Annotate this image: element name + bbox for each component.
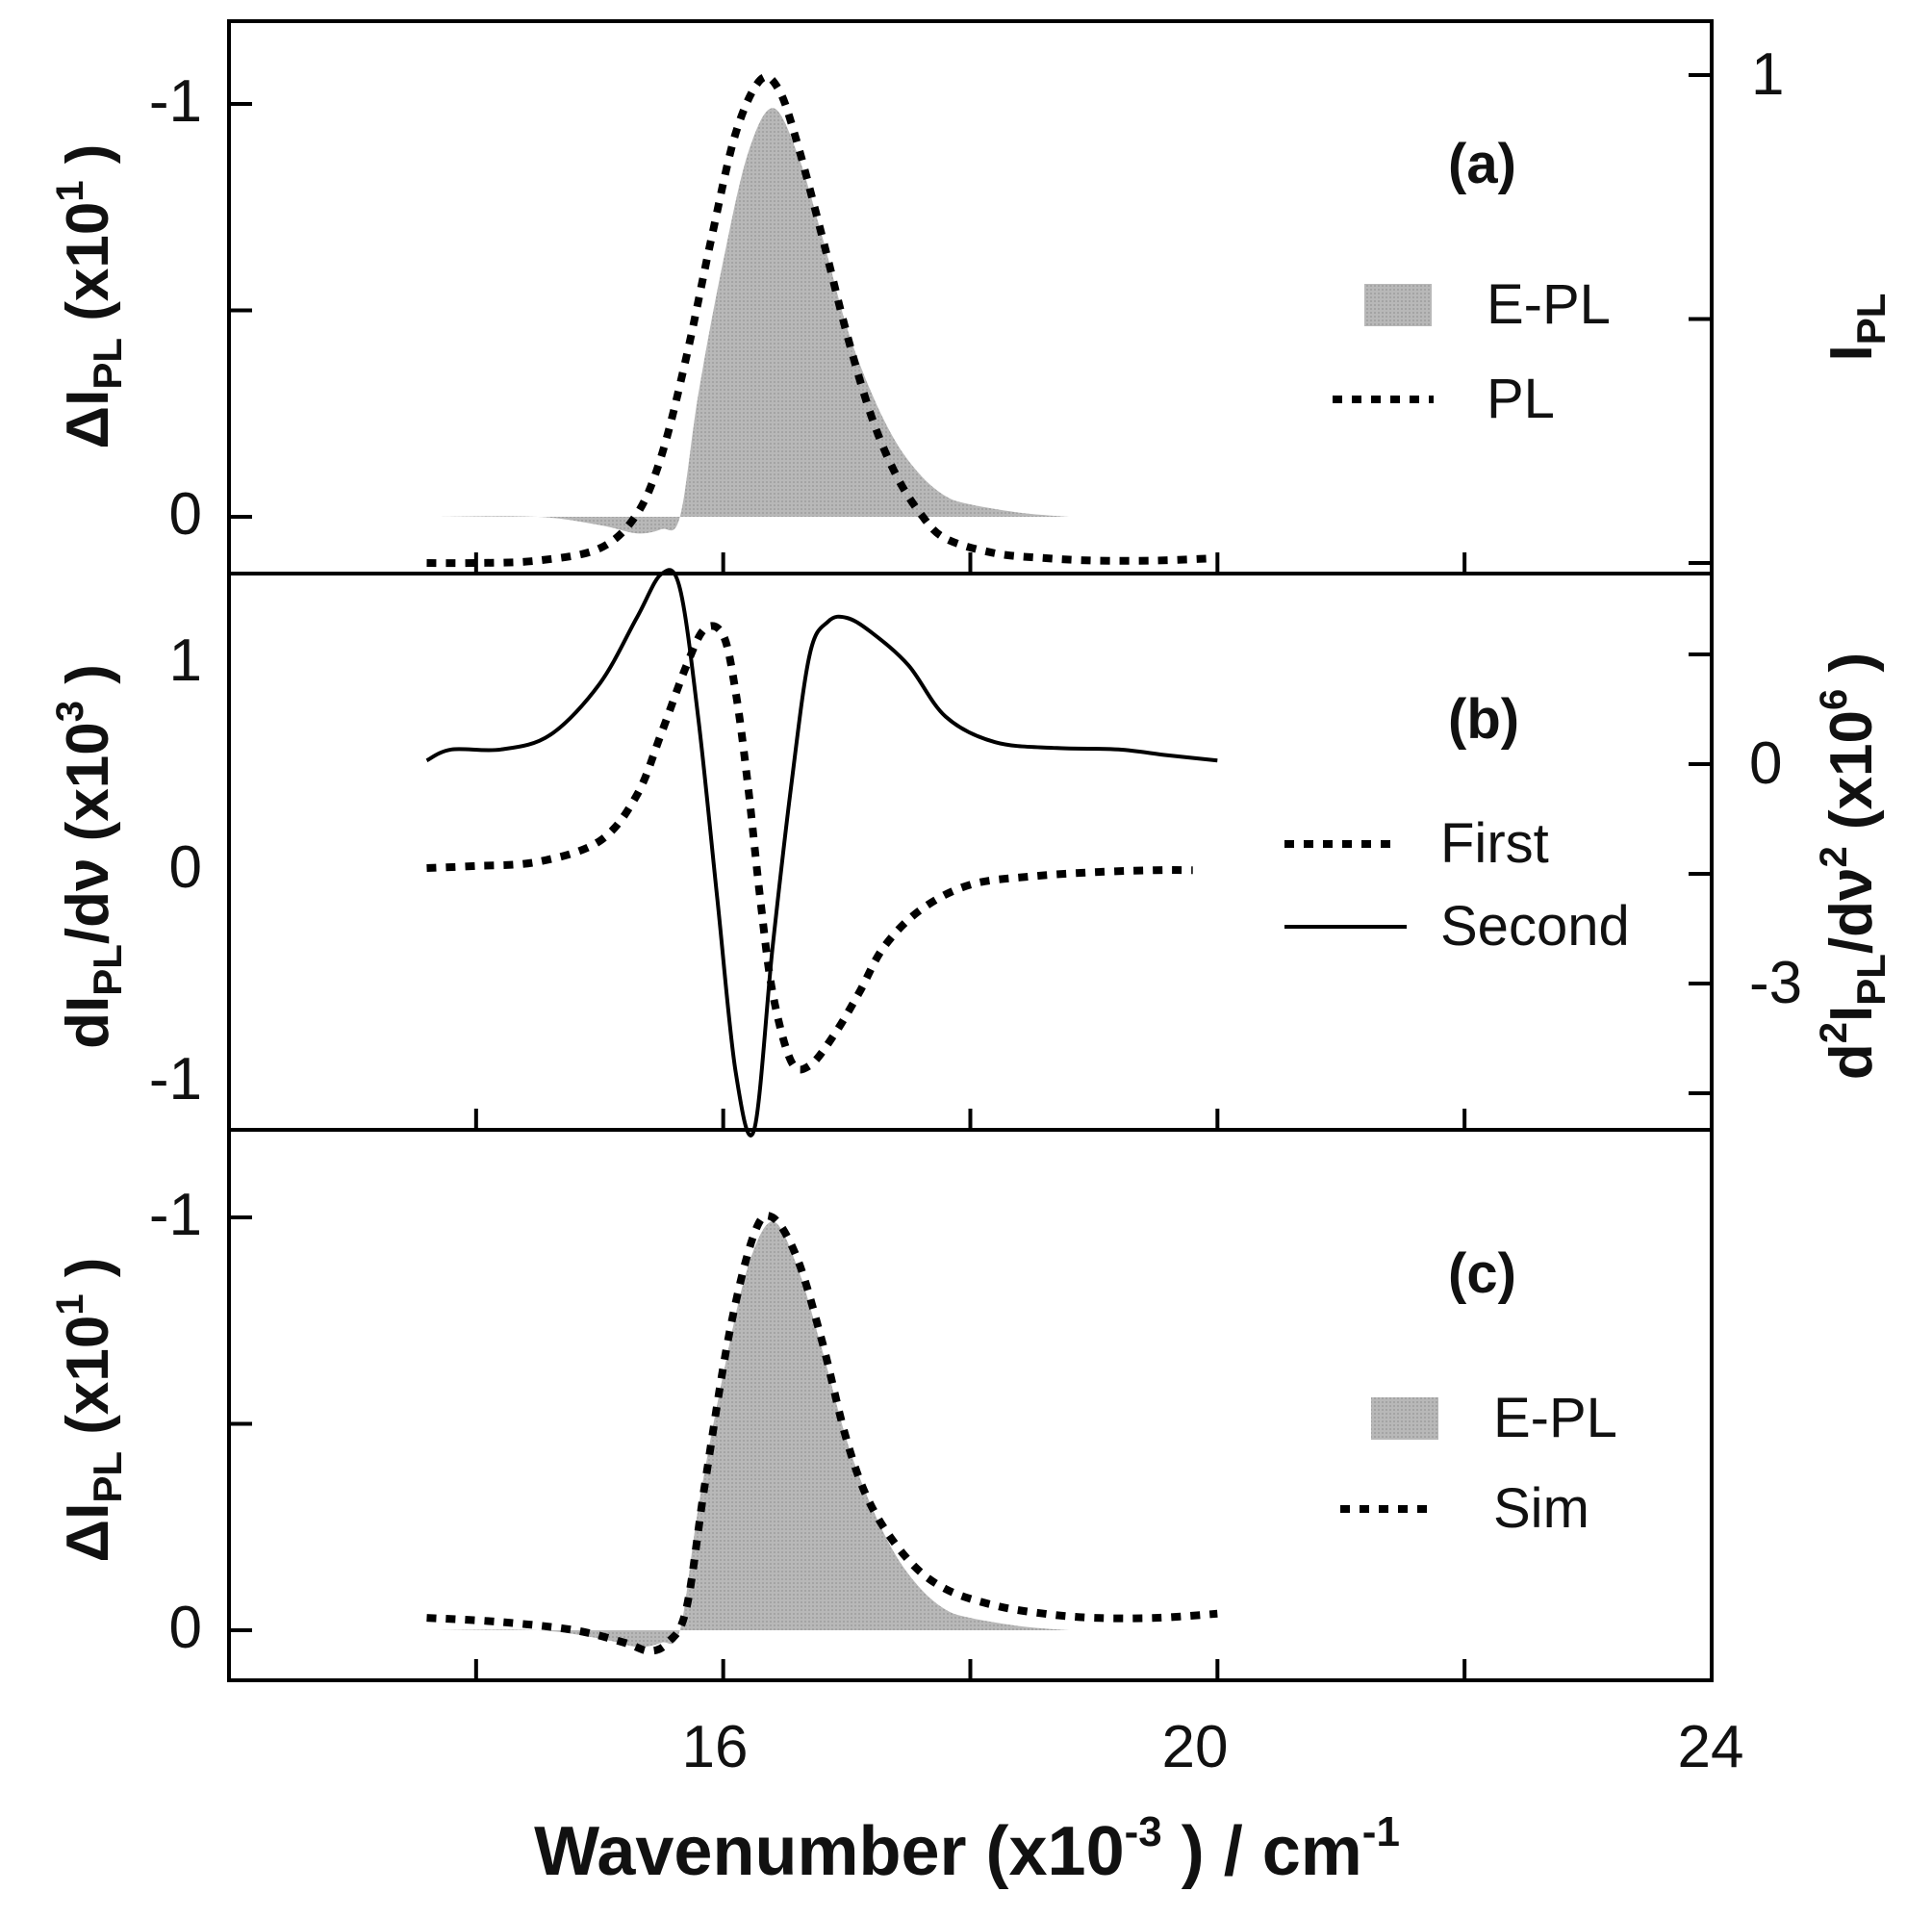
ylabel-left-a: ΔIPL (x101 ) bbox=[49, 144, 130, 449]
ytick-b-0: 0 bbox=[169, 834, 202, 901]
x-axis-title: Wavenumber (x10-3 ) / cm-1 bbox=[534, 1808, 1400, 1890]
xtick-20: 20 bbox=[1162, 1714, 1229, 1780]
sim-curve-c bbox=[426, 1212, 1218, 1655]
ylabel-right-b: d2IPL/dν2 (x106 ) bbox=[1813, 652, 1894, 1080]
legend-label-epl-c: E-PL bbox=[1493, 1387, 1617, 1449]
panel-tag-b: (b) bbox=[1448, 688, 1519, 751]
xtick-16: 16 bbox=[682, 1714, 749, 1780]
ytick-b-neg1: -1 bbox=[149, 1046, 202, 1112]
ytick-right-b-0: 0 bbox=[1749, 730, 1782, 797]
ylabel-left-c: ΔIPL (x101 ) bbox=[49, 1258, 130, 1563]
legend-swatch-epl-a bbox=[1364, 284, 1432, 326]
axis-ticks bbox=[229, 73, 1712, 1680]
ytick-c-neg1: -1 bbox=[149, 1182, 202, 1248]
pl-curve-a bbox=[426, 72, 1218, 568]
ytick-right-b-neg3: -3 bbox=[1749, 950, 1802, 1016]
second-curve-b bbox=[425, 568, 1218, 1138]
ylabel-right-a: IPL bbox=[1818, 294, 1894, 362]
ytick-right-a-1: 1 bbox=[1751, 41, 1784, 108]
legend-label-sim-c: Sim bbox=[1493, 1477, 1589, 1540]
ytick-b-1: 1 bbox=[169, 627, 202, 694]
ytick-a-0: 0 bbox=[169, 481, 202, 548]
legend-label-first-b: First bbox=[1440, 812, 1549, 875]
epl-area-c bbox=[439, 1221, 1070, 1648]
ytick-a-neg1: -1 bbox=[149, 68, 202, 135]
panel-tag-a: (a) bbox=[1448, 133, 1516, 195]
panel-c: -1 0 (c) E-PL Sim ΔIPL (x101 ) bbox=[49, 1182, 1617, 1661]
epl-area-a bbox=[439, 108, 1070, 534]
xtick-24: 24 bbox=[1678, 1714, 1744, 1780]
legend-swatch-epl-c bbox=[1371, 1397, 1438, 1440]
panel-tag-c: (c) bbox=[1448, 1242, 1516, 1305]
ytick-c-0: 0 bbox=[169, 1595, 202, 1661]
legend-label-pl-a: PL bbox=[1487, 368, 1555, 430]
first-curve-b bbox=[426, 622, 1193, 1074]
legend-label-second-b: Second bbox=[1440, 895, 1630, 958]
legend-label-epl-a: E-PL bbox=[1487, 273, 1611, 336]
ylabel-left-b: dIPL/dν (x103 ) bbox=[49, 664, 130, 1049]
panel-a: -1 0 1 (a) E-PL PL ΔIPL (x101 ) IPL bbox=[49, 41, 1894, 568]
panel-b: 1 0 -1 0 -3 (b) First Second dIPL/dν (x1… bbox=[49, 568, 1894, 1138]
